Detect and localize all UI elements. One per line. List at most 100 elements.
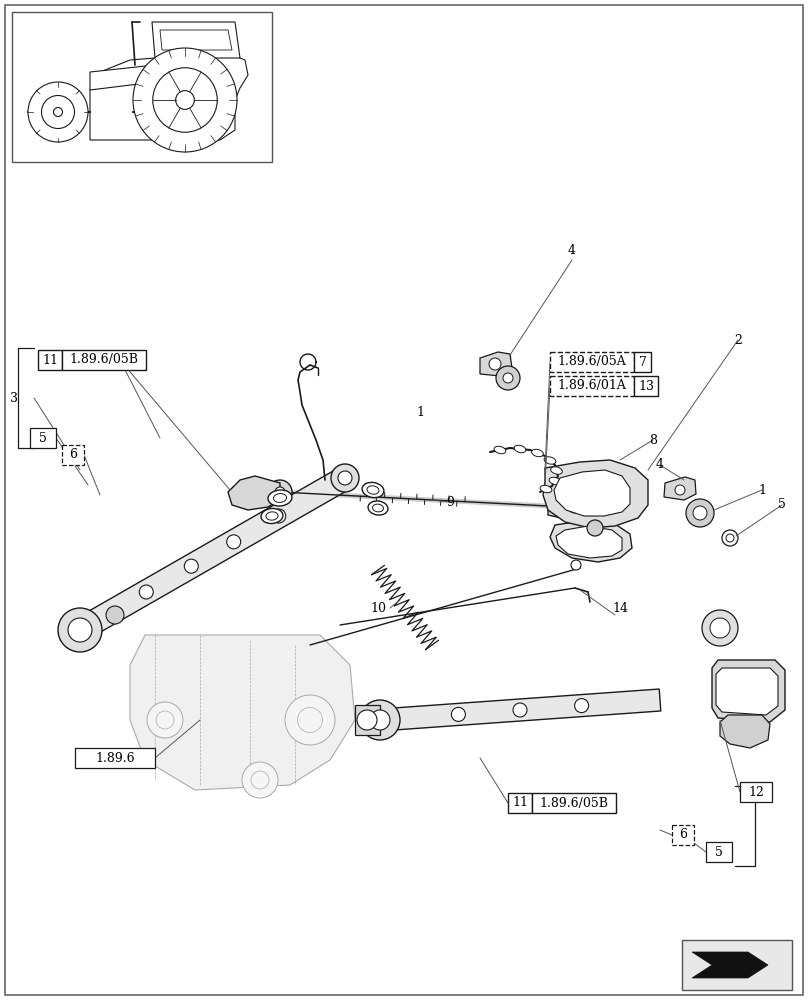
Circle shape — [574, 699, 588, 713]
FancyBboxPatch shape — [682, 940, 792, 990]
FancyBboxPatch shape — [12, 12, 272, 162]
Circle shape — [693, 506, 707, 520]
Circle shape — [156, 711, 174, 729]
Circle shape — [285, 695, 335, 745]
Text: 7: 7 — [638, 356, 646, 368]
Text: 6: 6 — [69, 448, 77, 462]
Polygon shape — [548, 488, 610, 522]
Circle shape — [184, 559, 198, 573]
Circle shape — [489, 358, 501, 370]
Text: 1.89.6/05B: 1.89.6/05B — [540, 796, 608, 810]
Ellipse shape — [544, 457, 556, 464]
Ellipse shape — [372, 504, 384, 512]
Circle shape — [726, 534, 734, 542]
Polygon shape — [160, 30, 232, 50]
Text: 1: 1 — [416, 406, 424, 418]
Polygon shape — [550, 520, 632, 562]
Circle shape — [503, 373, 513, 383]
Ellipse shape — [550, 467, 562, 474]
Text: 12: 12 — [748, 786, 764, 798]
Polygon shape — [556, 526, 622, 558]
Text: 11: 11 — [512, 796, 528, 810]
Text: 14: 14 — [612, 601, 628, 614]
Polygon shape — [554, 470, 630, 516]
Text: 1.89.6: 1.89.6 — [95, 752, 135, 764]
Polygon shape — [712, 660, 785, 722]
Ellipse shape — [261, 508, 283, 524]
Text: 10: 10 — [370, 601, 386, 614]
Text: 1: 1 — [758, 484, 766, 496]
Polygon shape — [130, 635, 355, 790]
FancyBboxPatch shape — [634, 376, 658, 396]
Circle shape — [227, 535, 241, 549]
Text: 1.89.6/05A: 1.89.6/05A — [558, 356, 626, 368]
Polygon shape — [90, 65, 155, 90]
Ellipse shape — [367, 486, 379, 494]
Circle shape — [271, 509, 286, 523]
Circle shape — [452, 707, 465, 721]
Circle shape — [68, 618, 92, 642]
Ellipse shape — [368, 501, 388, 515]
Circle shape — [58, 608, 102, 652]
Text: 5: 5 — [39, 432, 47, 444]
Ellipse shape — [362, 482, 384, 498]
FancyBboxPatch shape — [62, 350, 146, 370]
FancyBboxPatch shape — [706, 842, 732, 862]
Circle shape — [675, 485, 685, 495]
Circle shape — [106, 606, 124, 624]
Ellipse shape — [540, 485, 552, 493]
Text: 3: 3 — [10, 391, 18, 404]
Circle shape — [686, 499, 714, 527]
Circle shape — [175, 91, 195, 109]
Polygon shape — [716, 668, 778, 715]
Polygon shape — [664, 477, 696, 500]
Circle shape — [147, 702, 183, 738]
Circle shape — [139, 585, 154, 599]
Text: 9: 9 — [446, 495, 454, 508]
Circle shape — [242, 762, 278, 798]
Ellipse shape — [494, 446, 506, 454]
FancyBboxPatch shape — [62, 445, 84, 465]
Circle shape — [297, 708, 322, 732]
Polygon shape — [228, 476, 280, 510]
Polygon shape — [152, 22, 240, 58]
Circle shape — [275, 487, 285, 497]
Circle shape — [722, 530, 738, 546]
Circle shape — [338, 471, 352, 485]
Ellipse shape — [266, 512, 278, 520]
FancyBboxPatch shape — [550, 376, 634, 396]
Circle shape — [571, 560, 581, 570]
FancyBboxPatch shape — [508, 793, 532, 813]
Circle shape — [153, 68, 217, 132]
Circle shape — [370, 710, 390, 730]
Circle shape — [28, 82, 88, 142]
Circle shape — [133, 48, 237, 152]
Circle shape — [251, 771, 269, 789]
FancyBboxPatch shape — [740, 782, 772, 802]
FancyBboxPatch shape — [30, 428, 56, 448]
Text: 8: 8 — [649, 434, 657, 446]
Text: 13: 13 — [638, 379, 654, 392]
Text: 6: 6 — [679, 828, 687, 842]
Circle shape — [268, 480, 292, 504]
FancyBboxPatch shape — [38, 350, 62, 370]
Ellipse shape — [273, 494, 287, 502]
Ellipse shape — [549, 477, 561, 485]
Polygon shape — [74, 468, 351, 640]
Circle shape — [357, 710, 377, 730]
Circle shape — [41, 96, 74, 128]
Text: 4: 4 — [568, 243, 576, 256]
Circle shape — [567, 497, 583, 513]
Ellipse shape — [514, 445, 526, 453]
Ellipse shape — [268, 490, 292, 506]
Circle shape — [513, 703, 527, 717]
Text: 1.89.6/01A: 1.89.6/01A — [558, 379, 626, 392]
FancyBboxPatch shape — [634, 352, 651, 372]
FancyBboxPatch shape — [532, 793, 616, 813]
Circle shape — [360, 700, 400, 740]
Circle shape — [331, 464, 359, 492]
Text: 1.89.6/05B: 1.89.6/05B — [69, 354, 138, 366]
Circle shape — [702, 610, 738, 646]
FancyBboxPatch shape — [5, 5, 803, 995]
Polygon shape — [355, 705, 380, 735]
